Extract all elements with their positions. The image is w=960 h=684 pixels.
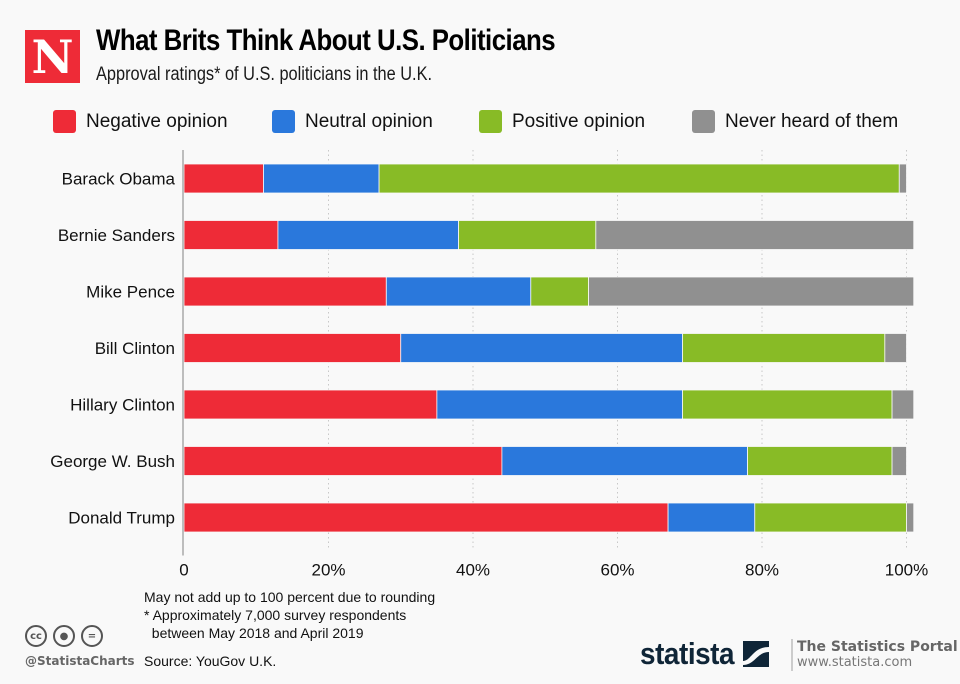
- bar-segment: [501, 446, 748, 476]
- bar-segment: [183, 502, 669, 533]
- statista-logo[interactable]: statista: [640, 636, 769, 672]
- chart-title: What Brits Think About U.S. Politicians: [96, 24, 556, 57]
- legend-label: Neutral opinion: [305, 110, 433, 132]
- legend-item-neutral: Neutral opinion: [272, 110, 433, 133]
- x-tick-label: 40%: [456, 561, 490, 580]
- x-tick-label: 20%: [311, 561, 345, 580]
- legend-item-positive: Positive opinion: [479, 110, 645, 133]
- bar-segment: [277, 220, 459, 250]
- legend-label: Negative opinion: [86, 110, 228, 132]
- bar-segment: [183, 333, 402, 363]
- bar-segment: [400, 333, 683, 363]
- footnotes: May not add up to 100 percent due to rou…: [144, 588, 435, 642]
- bar-segment: [183, 389, 438, 420]
- category-label: Bernie Sanders: [58, 226, 175, 245]
- legend-label: Never heard of them: [725, 110, 899, 132]
- portal-title: The Statistics Portal: [797, 639, 958, 655]
- bars: [183, 163, 915, 533]
- bar-segment: [891, 446, 907, 476]
- bar-segment: [263, 163, 380, 194]
- x-tick-label: 0: [179, 561, 188, 580]
- category-label: Mike Pence: [86, 283, 175, 302]
- legend-label: Positive opinion: [512, 110, 646, 132]
- chart-subtitle: Approval ratings* of U.S. politicians in…: [96, 64, 433, 85]
- category-label: Barack Obama: [62, 170, 176, 189]
- statista-mark-icon: [742, 641, 769, 667]
- legend-item-negative: Negative opinion: [53, 110, 228, 133]
- source-note: Source: YouGov U.K.: [144, 653, 277, 669]
- bar-segment: [667, 502, 756, 533]
- statista-portal[interactable]: The Statistics Portal www.statista.com: [791, 639, 958, 671]
- bar-segment: [884, 333, 907, 363]
- bar-segment: [385, 276, 532, 307]
- attribution-icon[interactable]: ●: [53, 625, 75, 647]
- category-label: Hillary Clinton: [70, 396, 175, 415]
- x-tick-label: 100%: [885, 561, 928, 580]
- bar-segment: [183, 446, 503, 476]
- statista-wordmark: statista: [640, 636, 735, 671]
- twitter-handle[interactable]: @StatistaCharts: [25, 654, 135, 668]
- bar-segment: [754, 502, 907, 533]
- legend-swatch-neutral: [272, 110, 295, 133]
- bar-segment: [891, 389, 915, 420]
- stacked-bar-chart: Barack Obama Bernie Sanders Mike Pence Bill…: [50, 150, 928, 580]
- footnote-period: between May 2018 and April 2019: [144, 625, 364, 641]
- newsweek-logo: N: [25, 30, 80, 83]
- bar-segment: [183, 220, 279, 250]
- bar-segment: [682, 333, 886, 363]
- bar-segment: [747, 446, 893, 476]
- logo-letter: N: [31, 29, 74, 84]
- category-label: Donald Trump: [68, 509, 175, 528]
- bar-segment: [183, 163, 264, 194]
- bar-segment: [906, 502, 915, 533]
- bar-segment: [898, 163, 907, 194]
- x-tick-label: 80%: [745, 561, 779, 580]
- bar-segment: [378, 163, 900, 194]
- cc-icon[interactable]: cc: [25, 625, 47, 647]
- portal-url[interactable]: www.statista.com: [797, 655, 913, 670]
- footnote-rounding: May not add up to 100 percent due to rou…: [144, 589, 436, 605]
- bar-segment: [530, 276, 589, 307]
- footnote-respondents: * Approximately 7,000 survey respondents: [144, 607, 407, 623]
- legend-swatch-never-heard: [692, 110, 715, 133]
- bar-segment: [682, 389, 893, 420]
- bar-segment: [436, 389, 683, 420]
- category-labels: Barack Obama Bernie Sanders Mike Pence Bill…: [50, 170, 175, 528]
- bar-segment: [595, 220, 915, 250]
- x-tick-labels: 0 20% 40% 60% 80% 100%: [179, 561, 928, 580]
- legend-swatch-positive: [479, 110, 502, 133]
- x-tick-label: 60%: [600, 561, 634, 580]
- bar-segment: [588, 276, 915, 307]
- legend-item-never-heard: Never heard of them: [692, 110, 898, 133]
- legend-swatch-negative: [53, 110, 76, 133]
- category-label: George W. Bush: [50, 452, 175, 471]
- no-derivatives-icon[interactable]: =: [81, 625, 103, 647]
- category-label: Bill Clinton: [95, 339, 175, 358]
- bar-segment: [183, 276, 387, 307]
- bar-segment: [458, 220, 597, 250]
- license-icons: cc ● =: [25, 625, 103, 647]
